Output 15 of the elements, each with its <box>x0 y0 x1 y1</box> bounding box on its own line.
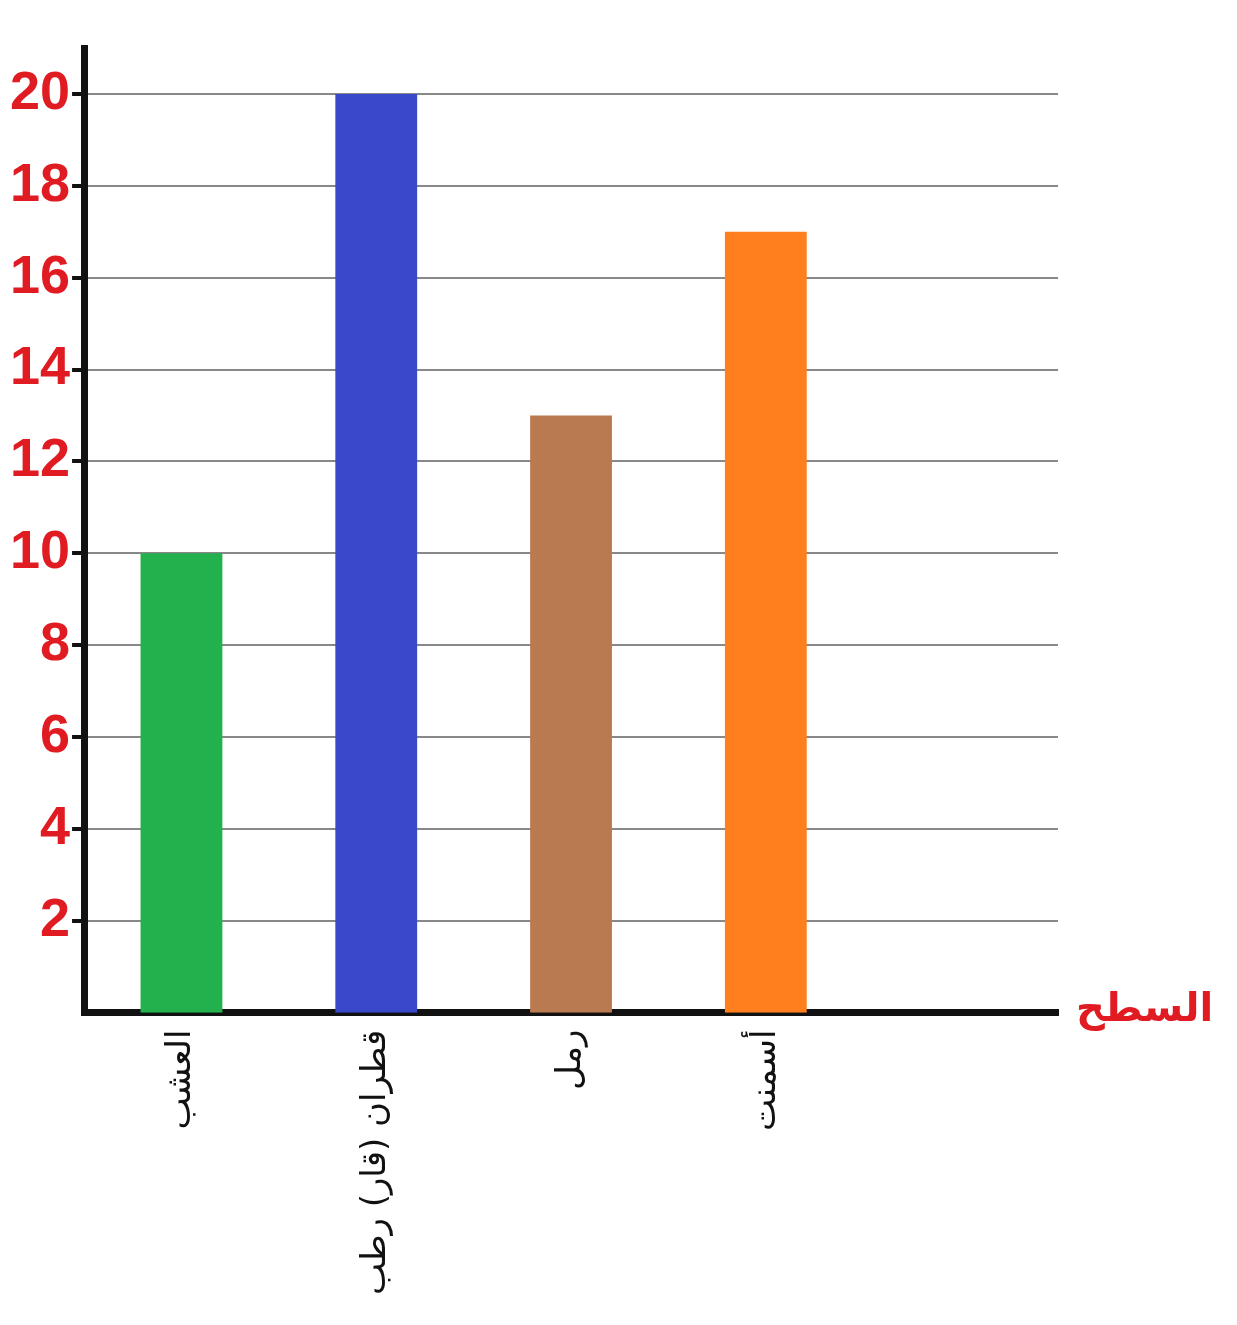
y-tick-label: 10 <box>9 519 71 580</box>
y-tick-label: 2 <box>40 886 71 947</box>
y-tick-label: 12 <box>9 427 71 488</box>
y-tick-label: 4 <box>40 794 71 855</box>
y-tick-label: 14 <box>9 335 71 396</box>
x-tick-label: العشب <box>158 1029 199 1130</box>
y-tick-label: 8 <box>40 611 71 672</box>
y-tick-label: 6 <box>40 702 71 763</box>
y-tick-label: 20 <box>9 59 71 120</box>
x-axis-title: السطح <box>1076 984 1214 1032</box>
x-tick-label: قطران (قار) رطب <box>353 1029 395 1295</box>
y-tick-label: 18 <box>9 151 71 212</box>
y-tick-label: 16 <box>9 243 71 304</box>
x-tick-label: أسمنت <box>740 1029 783 1131</box>
x-tick-label: رمل <box>547 1029 588 1091</box>
